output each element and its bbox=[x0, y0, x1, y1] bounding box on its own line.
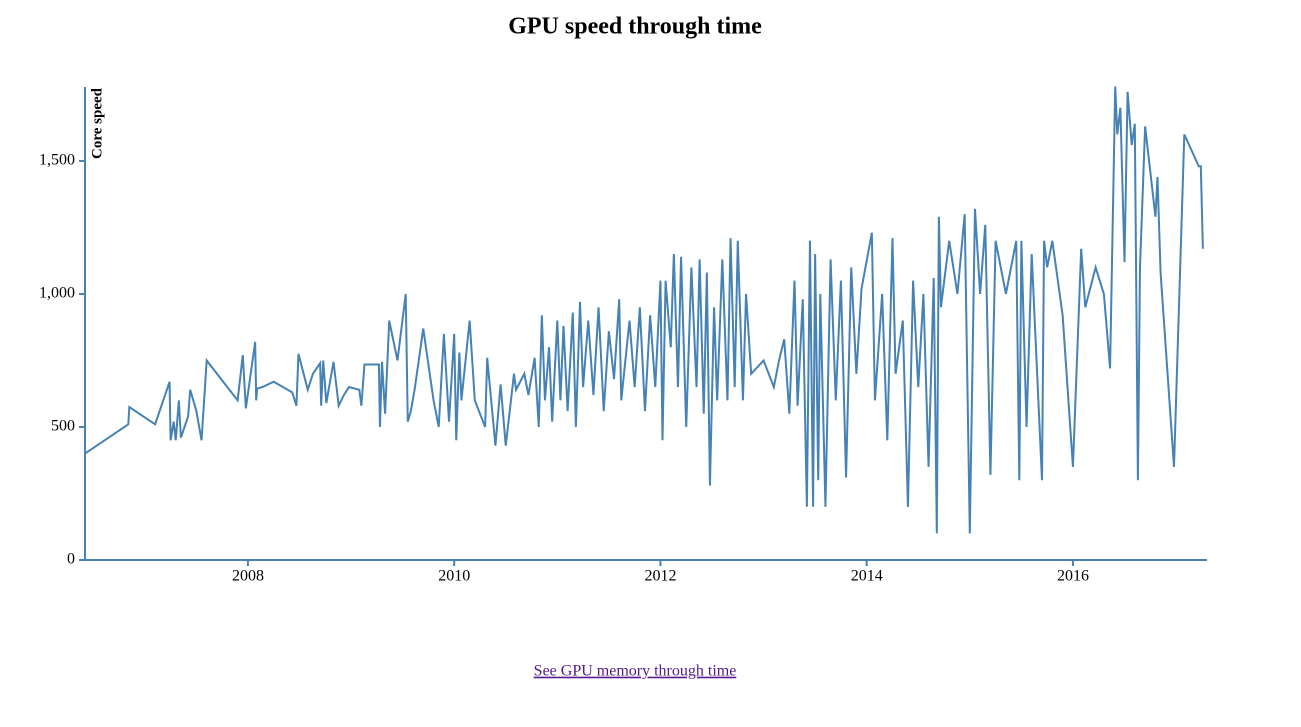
y-axis-label: Core speed bbox=[89, 87, 105, 159]
x-tick-label: 2016 bbox=[1057, 568, 1089, 585]
y-tick-label: 0 bbox=[67, 551, 75, 568]
memory-link[interactable]: See GPU memory through time bbox=[534, 663, 737, 680]
y-tick-label: 500 bbox=[51, 418, 75, 435]
x-tick-label: 2014 bbox=[851, 568, 883, 585]
data-line bbox=[84, 86, 1204, 534]
x-tick-label: 2010 bbox=[438, 568, 470, 585]
y-tick-label: 1,000 bbox=[39, 285, 75, 302]
x-tick-label: 2012 bbox=[644, 568, 676, 585]
x-tick-label: 2008 bbox=[232, 568, 264, 585]
chart-title: GPU speed through time bbox=[508, 14, 762, 40]
y-tick-label: 1,500 bbox=[39, 152, 75, 169]
